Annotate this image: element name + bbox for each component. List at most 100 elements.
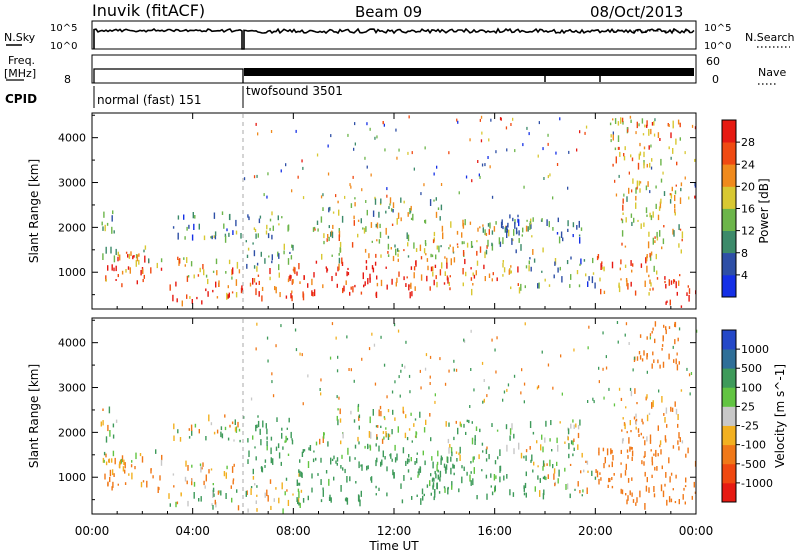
power-cell xyxy=(658,215,659,220)
power-cell xyxy=(654,266,655,272)
power-cell xyxy=(232,267,233,274)
power-noise-point xyxy=(638,123,639,126)
velocity-cell xyxy=(432,478,433,480)
power-cell xyxy=(178,215,179,219)
velocity-cell xyxy=(437,451,438,457)
velocity-noise-point xyxy=(491,339,492,342)
power-noise-point xyxy=(526,127,527,130)
power-noise-point xyxy=(291,189,292,192)
velocity-cell xyxy=(448,423,449,427)
power-cell xyxy=(650,129,651,134)
velocity-cell xyxy=(358,441,359,444)
power-cell xyxy=(425,253,426,255)
power-cell xyxy=(673,121,674,128)
power-cell xyxy=(686,292,687,296)
power-cell xyxy=(451,258,452,265)
power-cell xyxy=(188,225,189,229)
velocity-noise-point xyxy=(562,393,563,396)
velocity-cell xyxy=(107,482,108,486)
velocity-cell xyxy=(579,490,580,493)
power-cell xyxy=(229,214,230,220)
velocity-cell xyxy=(665,472,666,478)
velocity-cell xyxy=(546,463,547,466)
velocity-cell xyxy=(282,482,283,489)
velocity-noise-point xyxy=(537,387,538,390)
power-cell xyxy=(122,271,123,275)
nave-tick-low: 0 xyxy=(712,73,719,86)
power-noise-point xyxy=(350,186,351,189)
velocity-cell xyxy=(389,434,390,437)
power-cell xyxy=(204,236,205,241)
power-cell xyxy=(387,251,388,254)
power-cell xyxy=(377,223,378,229)
power-cell xyxy=(259,281,260,285)
power-cell xyxy=(144,256,145,263)
power-noise-point xyxy=(298,176,299,179)
freq-trace-twofsound xyxy=(244,68,694,76)
power-cell xyxy=(338,264,339,271)
power-cell xyxy=(651,252,652,256)
velocity-cell xyxy=(625,493,626,495)
power-cell xyxy=(361,292,362,295)
power-cell xyxy=(212,236,213,240)
power-ytick-label: 1000 xyxy=(58,266,86,279)
power-cell xyxy=(410,292,411,299)
power-panel: 1000200030004000 Slant Range [km] 481216… xyxy=(27,113,771,309)
velocity-cell xyxy=(106,436,107,442)
power-noise-point xyxy=(256,175,257,178)
power-cell xyxy=(364,228,365,234)
velocity-noise-point xyxy=(650,336,651,339)
velocity-cell xyxy=(417,474,418,477)
velocity-cell xyxy=(102,409,103,412)
power-cell xyxy=(185,264,186,266)
power-cell xyxy=(213,271,214,273)
power-cell xyxy=(375,254,376,258)
velocity-cell xyxy=(642,358,643,361)
velocity-cell xyxy=(113,424,114,428)
power-cell xyxy=(189,296,190,299)
velocity-cell xyxy=(104,474,105,480)
velocity-cell xyxy=(424,494,425,496)
power-cell xyxy=(408,255,409,257)
power-cell xyxy=(682,231,683,238)
velocity-cell xyxy=(288,454,289,456)
power-cell xyxy=(150,267,151,273)
velocity-cell xyxy=(471,480,472,486)
velocity-cell xyxy=(371,476,372,483)
velocity-noise-point xyxy=(689,373,690,376)
velocity-cell xyxy=(310,445,311,451)
power-cell xyxy=(530,221,531,223)
velocity-cell xyxy=(554,483,555,486)
velocity-cell xyxy=(213,483,214,485)
velocity-noise-point xyxy=(337,369,338,372)
velocity-cell xyxy=(146,481,147,488)
power-noise-point xyxy=(506,148,507,151)
power-cell xyxy=(470,222,471,225)
power-cell xyxy=(322,284,323,288)
velocity-cell xyxy=(635,414,636,418)
velocity-cell xyxy=(101,422,102,427)
power-cell xyxy=(649,145,650,149)
power-cell xyxy=(112,215,113,221)
velocity-cell xyxy=(385,427,386,429)
power-colorbar-tick-label: 28 xyxy=(741,136,755,149)
power-noise-point xyxy=(271,130,272,133)
power-cell xyxy=(457,243,458,245)
power-cell xyxy=(178,233,179,240)
power-noise-point xyxy=(414,168,415,171)
power-ylabel: Slant Range [km] xyxy=(27,159,41,263)
velocity-cell xyxy=(509,489,510,495)
power-cell xyxy=(317,228,318,231)
freq-panel: Freq. [MHz] 8 60 0 Nave xyxy=(4,54,786,86)
velocity-cell xyxy=(461,465,462,468)
power-cell xyxy=(184,236,185,240)
velocity-cell xyxy=(582,494,583,496)
velocity-cell xyxy=(506,445,507,452)
power-cell xyxy=(438,246,439,253)
velocity-cell xyxy=(578,481,579,486)
velocity-cell xyxy=(349,456,350,461)
velocity-cell xyxy=(614,473,615,476)
velocity-cell xyxy=(542,447,543,453)
velocity-noise-point xyxy=(400,370,401,373)
velocity-cell xyxy=(298,491,299,498)
